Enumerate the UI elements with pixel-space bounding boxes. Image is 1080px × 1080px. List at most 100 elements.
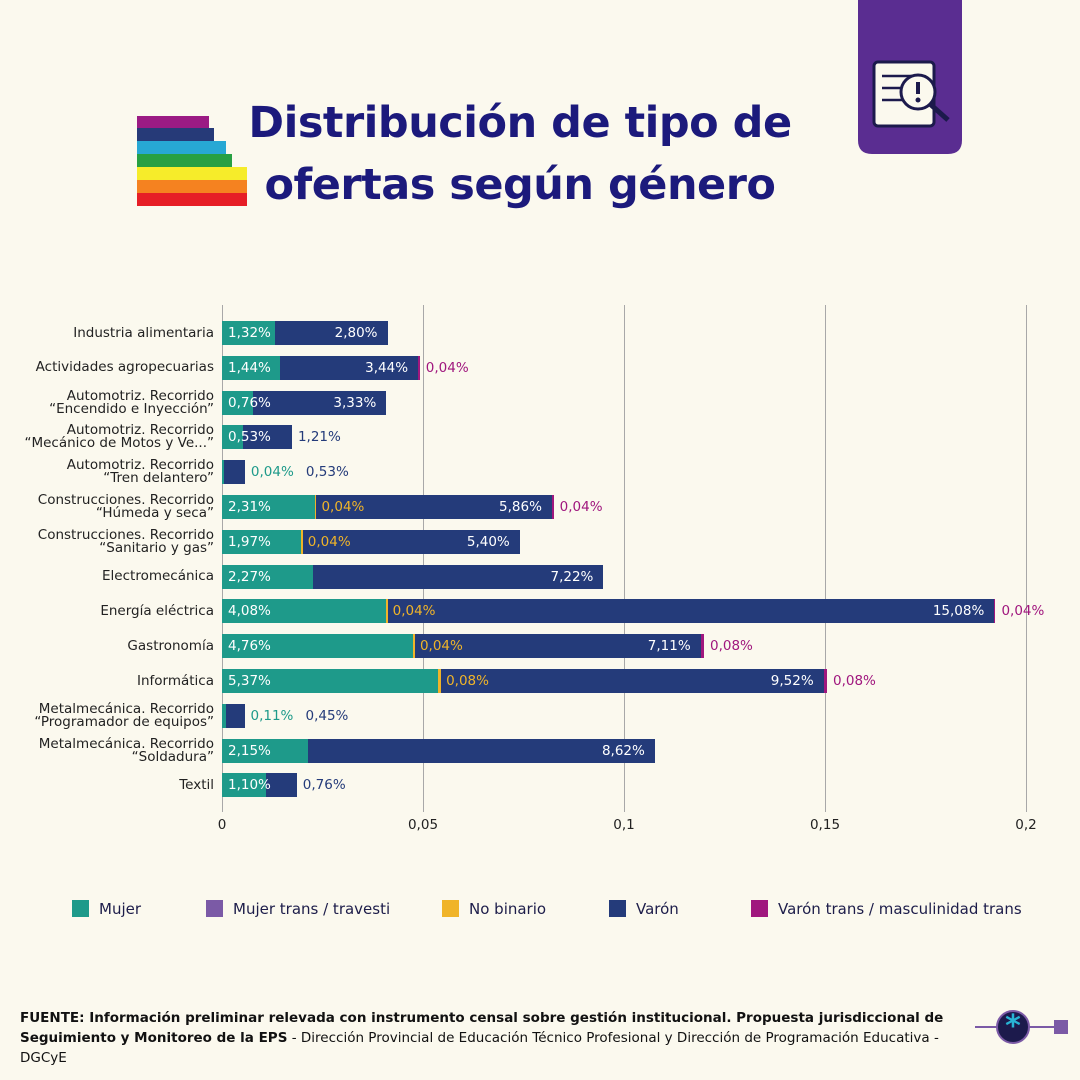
value-label: 0,04% <box>250 464 294 481</box>
bar-segment <box>252 390 387 415</box>
value-label: 0,45% <box>305 707 349 724</box>
legend-label: Mujer trans / travesti <box>233 900 391 918</box>
value-label: 9,52% <box>770 673 814 689</box>
x-tick-label: 0,15 <box>809 817 841 833</box>
bar-segment <box>993 599 996 624</box>
legend-label: No binario <box>469 900 547 918</box>
bar-segment <box>552 495 554 519</box>
bar-segment <box>275 321 388 345</box>
source-rest: - Dirección Provincial de Educación Técn… <box>20 1030 939 1066</box>
bar-segment <box>441 669 824 693</box>
bar-segment <box>301 529 303 554</box>
bar-segment <box>387 599 994 624</box>
value-label: 0,08% <box>833 673 876 689</box>
value-label: 1,97% <box>228 533 271 550</box>
bar-segment <box>222 529 302 554</box>
bar-segment <box>314 495 317 519</box>
bar-segment <box>418 355 420 380</box>
value-label: 2,80% <box>334 325 378 341</box>
value-label: 0,04% <box>321 499 365 515</box>
grid-line <box>221 305 223 812</box>
bar-segment <box>222 564 314 589</box>
bar-segment <box>302 529 520 554</box>
bar-segment <box>266 773 297 798</box>
x-tick-label: 0,1 <box>613 817 635 833</box>
chart: 0 0,05 0,1 0,15 0,2 Industria alimentaria 1,32… <box>24 305 1045 919</box>
value-label: 0,08% <box>709 638 753 655</box>
value-label: 0,04% <box>1001 603 1045 620</box>
bar-segment <box>222 599 387 624</box>
value-label: 0,04% <box>559 499 603 515</box>
header-tab <box>858 0 962 154</box>
bar-segment <box>222 390 253 415</box>
category-label: Electromecánica <box>102 568 214 585</box>
source-note: FUENTE: Información preliminar relevada … <box>20 1008 970 1068</box>
bar-segment <box>222 773 267 798</box>
bar-segment <box>279 355 419 380</box>
value-label: 5,40% <box>466 533 510 550</box>
source-bold: FUENTE: Información preliminar relevada … <box>20 1010 944 1046</box>
category-label: Automotriz. Recorrido “Tren delantero” <box>66 457 214 487</box>
bar-segment <box>222 321 276 345</box>
value-label: 3,33% <box>333 394 377 411</box>
legend-swatch <box>609 900 626 917</box>
category-label: Gastronomía <box>127 637 214 654</box>
bar-segment <box>437 669 442 693</box>
category-label: Metalmecánica. Recorrido “Soldadura” <box>38 735 214 765</box>
bar-segment <box>313 564 604 589</box>
bar-segment <box>386 599 388 624</box>
value-label: 2,31% <box>228 499 271 515</box>
category-label: Energía eléctrica <box>100 602 214 619</box>
value-label: 5,86% <box>499 499 542 515</box>
value-label: 0,76% <box>228 394 271 411</box>
value-label: 15,08% <box>932 603 985 620</box>
bar-segment <box>316 495 553 519</box>
category-label: Automotriz. Recorrido “Encendido e Inyec… <box>49 387 214 417</box>
value-label: 0,04% <box>419 638 463 655</box>
bar-segment <box>222 495 315 519</box>
bar-segment <box>222 355 280 380</box>
value-label: 4,08% <box>228 603 271 620</box>
value-label: 1,21% <box>297 429 341 446</box>
value-label: 0,76% <box>302 777 346 794</box>
category-label: Construcciones. Recorrido “Húmeda y seca… <box>37 492 214 521</box>
bar-segment <box>414 634 701 659</box>
category-label: Actividades agropecuarias <box>35 359 214 376</box>
bar-segment <box>308 738 655 763</box>
emblem: * <box>975 1009 1068 1044</box>
bar-segment <box>222 425 244 450</box>
bar-segment <box>222 634 414 659</box>
bar-segment <box>700 634 704 659</box>
category-label: Informática <box>136 672 214 689</box>
legend-swatch <box>751 900 768 917</box>
bar-segment <box>222 703 227 728</box>
legend-item: Mujer trans / travesti <box>206 899 390 919</box>
bar-segment <box>223 460 245 485</box>
bar-segment <box>222 460 224 485</box>
legend-swatch <box>206 900 223 917</box>
value-label: 7,22% <box>550 568 594 585</box>
value-label: 0,53% <box>305 464 349 481</box>
x-tick-label: 0,2 <box>1015 817 1037 833</box>
value-label: 8,62% <box>601 742 645 759</box>
bar-segment <box>243 425 292 450</box>
value-label: 0,11% <box>250 707 294 724</box>
value-label: 0,04% <box>392 603 436 620</box>
value-label: 1,32% <box>228 325 271 341</box>
category-label: Metalmecánica. Recorrido “Programador de… <box>34 700 214 730</box>
category-label: Textil <box>179 776 214 793</box>
value-label: 1,10% <box>228 777 271 794</box>
value-label: 2,27% <box>228 568 271 585</box>
bar-segment <box>413 634 415 659</box>
x-tick-label: 0,05 <box>407 817 439 833</box>
grid-line <box>623 305 625 812</box>
grid-line <box>824 305 826 812</box>
value-label: 0,53% <box>228 429 271 446</box>
bar-segment <box>222 738 309 763</box>
grid-line <box>422 305 424 812</box>
legend-item: Varón trans / masculinidad trans <box>751 899 1022 919</box>
grid-line <box>1025 305 1027 812</box>
value-label: 2,15% <box>228 742 271 759</box>
legend-swatch <box>442 900 459 917</box>
